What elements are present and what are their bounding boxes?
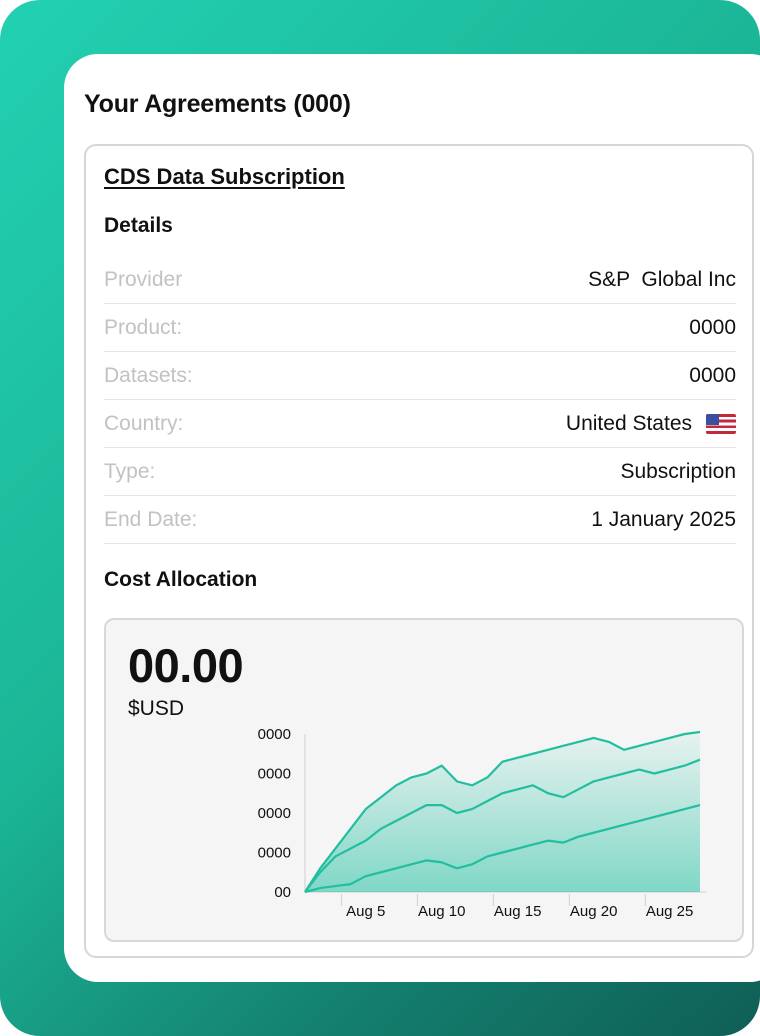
detail-label: Country: [104,411,184,435]
detail-label: Product: [104,315,183,339]
x-tick-label: Aug 10 [418,903,466,920]
area-fill [305,732,700,892]
x-tick-label: Aug 15 [494,903,542,920]
series-line-2 [304,758,701,893]
cost-allocation-heading: Cost Allocation [104,568,258,591]
provider-value: S&P Global Inc [588,267,736,291]
detail-label: End Date: [104,507,198,531]
agreement-title-link[interactable]: CDS Data Subscription [104,164,345,189]
detail-row-product: Product: 0000 [104,304,736,352]
y-tick-label: 0000 [258,726,291,743]
datasets-value: 0000 [689,363,736,387]
detail-row-datasets: Datasets: 0000 [104,352,736,400]
cost-currency: $USD [128,697,185,720]
country-text: United States [565,411,692,435]
detail-row-provider: Provider S&P Global Inc [104,256,736,304]
detail-label: Type: [104,459,156,483]
x-tick-label: Aug 25 [646,903,694,920]
x-tick-label: Aug 5 [346,903,385,920]
type-value: Subscription [620,459,736,483]
product-value: 0000 [689,315,736,339]
detail-value: S&P Global Inc [588,268,736,292]
y-tick-label: 0000 [258,805,291,822]
series-line-3 [304,804,701,894]
detail-label: Datasets: [104,363,193,387]
detail-row-type: Type: Subscription [104,448,736,496]
detail-label: Provider [104,267,183,291]
detail-row-end-date: End Date: 1 January 2025 [104,496,736,544]
cost-amount: 00.00 [128,639,244,692]
us-flag-icon [706,413,736,434]
country-value: United States [566,412,736,436]
y-tick-label: 0000 [258,845,291,862]
y-tick-label: 00 [274,884,291,901]
series-line-1 [304,730,701,893]
y-tick-label: 0000 [258,766,291,783]
detail-row-country: Country: United States [104,400,736,448]
end-date-value: 1 January 2025 [591,507,736,531]
page-title: Your Agreements (000) [84,90,351,118]
x-tick-label: Aug 20 [570,903,618,920]
details-heading: Details [104,214,173,237]
